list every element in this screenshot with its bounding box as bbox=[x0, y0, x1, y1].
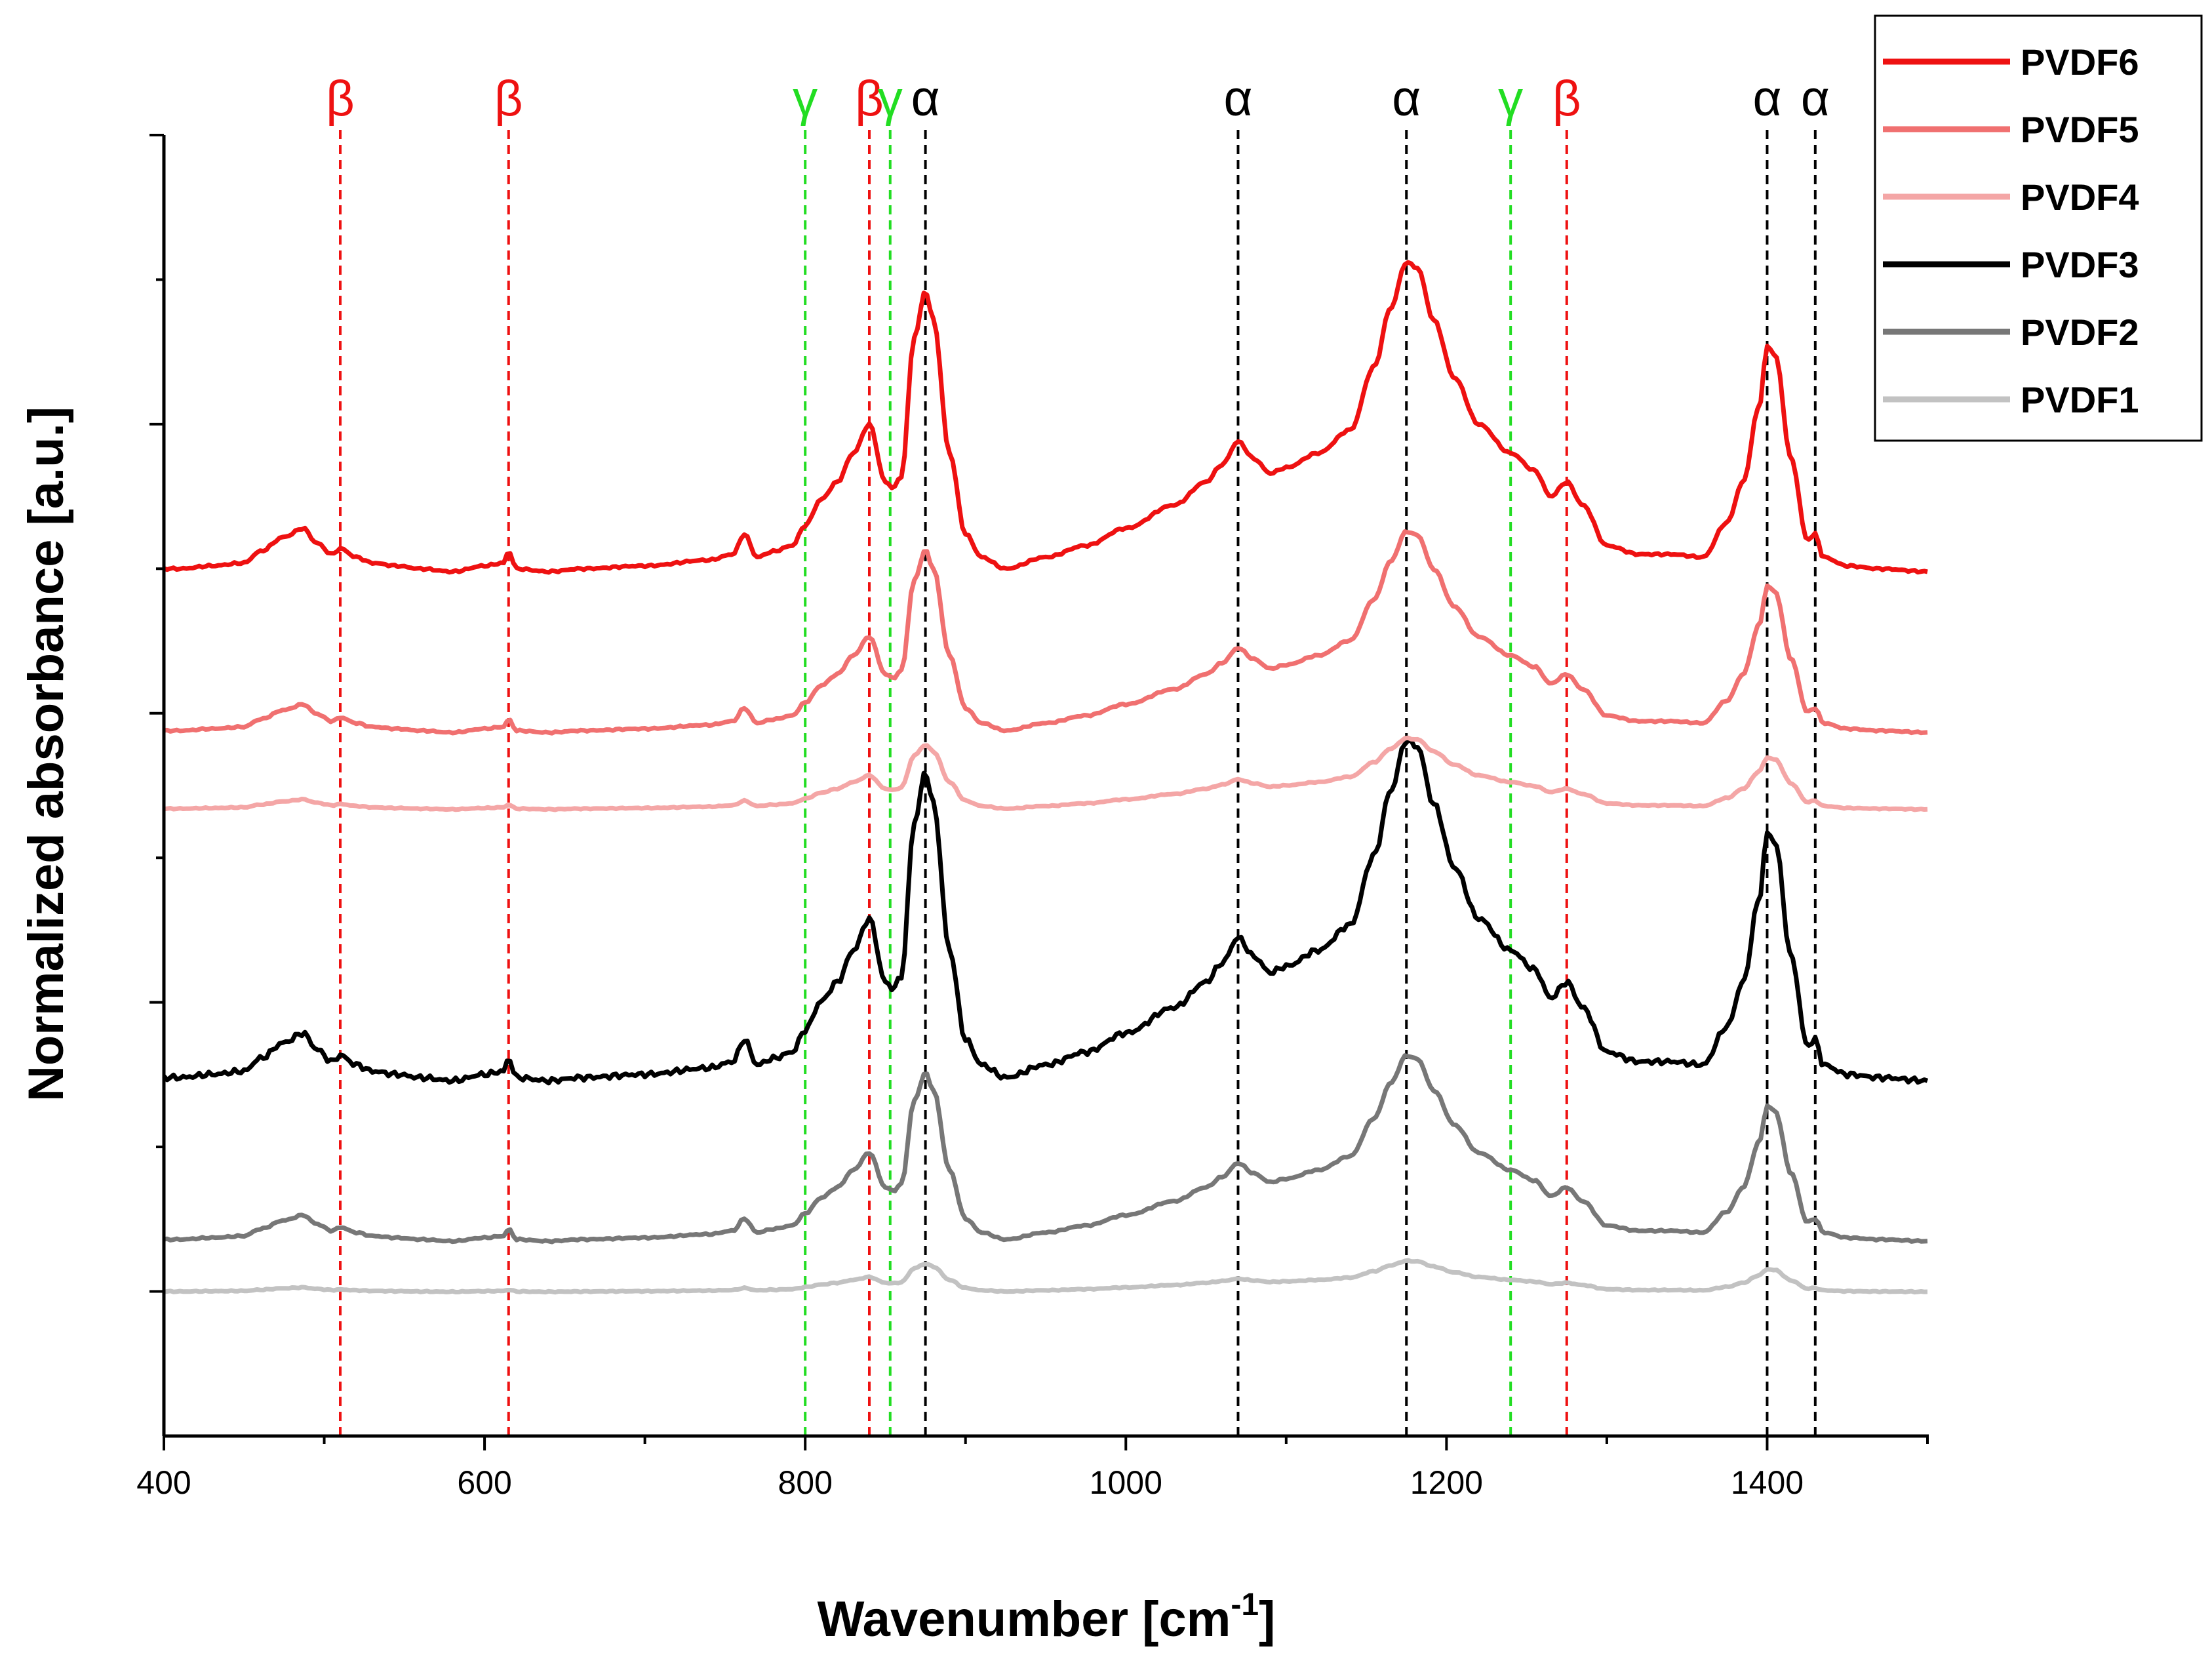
phase-marker-label: γ bbox=[793, 71, 818, 127]
legend-box bbox=[1874, 14, 2203, 442]
phase-marker-label: β bbox=[1552, 71, 1581, 127]
series-line-pvdf5 bbox=[163, 529, 1928, 736]
legend-label: PVDF1 bbox=[2021, 379, 2139, 420]
y-axis-title: Normalized absorbance [a.u.] bbox=[18, 407, 74, 1102]
x-axis-title-end: ] bbox=[1259, 1591, 1275, 1647]
phase-marker-label: β bbox=[326, 71, 355, 127]
series-line-pvdf2 bbox=[163, 1053, 1928, 1245]
legend: PVDF6 PVDF5 PVDF4 PVDF3 PVDF2 PVDF1 bbox=[1874, 14, 2203, 442]
phase-marker-label: α bbox=[1801, 71, 1830, 127]
x-ticks: 400 600 800 1000 1200 1400 bbox=[136, 1436, 1929, 1501]
legend-label: PVDF3 bbox=[2021, 244, 2139, 285]
phase-marker-label: α bbox=[911, 71, 940, 127]
series-line-pvdf6 bbox=[163, 260, 1928, 575]
x-tick-label: 400 bbox=[136, 1464, 191, 1501]
phase-marker-label: α bbox=[1752, 71, 1781, 127]
phase-marker-label: β bbox=[855, 71, 884, 127]
x-tick-label: 1400 bbox=[1731, 1464, 1804, 1501]
phase-marker-label: α bbox=[1392, 71, 1421, 127]
x-tick-label: 600 bbox=[457, 1464, 511, 1501]
x-tick-label: 1000 bbox=[1090, 1464, 1162, 1501]
x-axis-title: Wavenumber [cm-1] bbox=[818, 1587, 1276, 1647]
axes bbox=[162, 135, 1929, 1438]
y-ticks bbox=[149, 134, 164, 1293]
x-tick-label: 800 bbox=[778, 1464, 832, 1501]
x-axis-title-text: Wavenumber [cm bbox=[818, 1591, 1231, 1647]
legend-label: PVDF2 bbox=[2021, 311, 2139, 353]
legend-label: PVDF4 bbox=[2021, 176, 2139, 218]
phase-marker-label: γ bbox=[1498, 71, 1523, 127]
phase-marker-label: α bbox=[1223, 71, 1252, 127]
spectra-series bbox=[162, 260, 1929, 1295]
phase-marker-lines: β β γ βγ α α α γ β α α bbox=[326, 71, 1830, 1436]
x-axis-title-superscript: -1 bbox=[1231, 1587, 1259, 1622]
series-line-pvdf1 bbox=[163, 1258, 1928, 1295]
legend-label: PVDF6 bbox=[2021, 41, 2139, 83]
phase-marker-label: β bbox=[494, 71, 523, 127]
legend-label: PVDF5 bbox=[2021, 109, 2139, 150]
series-line-pvdf4 bbox=[163, 735, 1928, 812]
series-line-pvdf3 bbox=[162, 738, 1929, 1086]
x-tick-label: 1200 bbox=[1410, 1464, 1483, 1501]
phase-marker-label: γ bbox=[878, 71, 903, 127]
